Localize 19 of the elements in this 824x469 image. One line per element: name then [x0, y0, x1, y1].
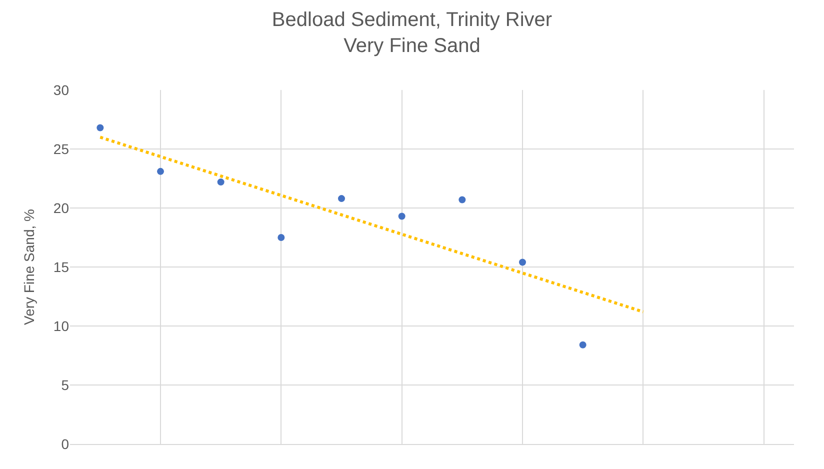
y-tick-label: 15 [53, 258, 70, 275]
y-tick-label: 25 [53, 140, 70, 157]
chart-subtitle: Very Fine Sand [344, 34, 480, 57]
y-axis-title: Very Fine Sand, % [21, 209, 38, 325]
point [519, 258, 526, 266]
point [398, 212, 406, 220]
point [217, 178, 224, 186]
point [579, 341, 586, 348]
y-tick-label: 20 [53, 200, 70, 216]
point [157, 168, 164, 175]
y-tick-label: 0 [61, 436, 70, 452]
y-tick-label: 5 [61, 376, 70, 393]
point [338, 195, 345, 202]
chart-title: Bedload Sediment, Trinity River [272, 8, 552, 31]
point [96, 124, 104, 132]
point [458, 196, 466, 204]
y-tick-label: 10 [53, 318, 70, 334]
point [278, 234, 285, 241]
y-tick-label: 30 [53, 82, 70, 98]
